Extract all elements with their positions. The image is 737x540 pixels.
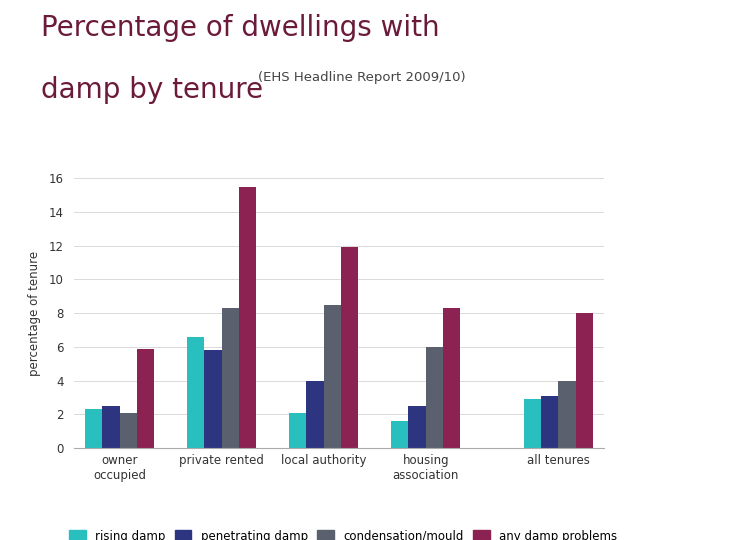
Bar <box>391 421 408 448</box>
Bar <box>137 349 154 448</box>
Text: Percentage of dwellings with: Percentage of dwellings with <box>41 14 439 42</box>
Bar <box>239 187 256 448</box>
Legend: rising damp, penetrating damp, condensation/mould, any damp problems: rising damp, penetrating damp, condensat… <box>69 530 617 540</box>
Bar <box>204 350 222 448</box>
Bar <box>408 406 426 448</box>
Text: (EHS Headline Report 2009/10): (EHS Headline Report 2009/10) <box>258 71 466 84</box>
Bar <box>341 247 358 448</box>
Bar <box>576 313 593 448</box>
Bar <box>102 406 119 448</box>
Bar <box>524 399 541 448</box>
Bar <box>426 347 443 448</box>
Bar <box>307 381 324 448</box>
Bar <box>541 396 559 448</box>
Bar <box>187 337 204 448</box>
Bar <box>559 381 576 448</box>
Bar <box>222 308 239 448</box>
Bar <box>289 413 307 448</box>
Bar <box>324 305 341 448</box>
Bar <box>85 409 102 448</box>
Bar <box>443 308 461 448</box>
Y-axis label: percentage of tenure: percentage of tenure <box>28 251 41 376</box>
Bar <box>119 413 137 448</box>
Text: damp by tenure: damp by tenure <box>41 76 262 104</box>
